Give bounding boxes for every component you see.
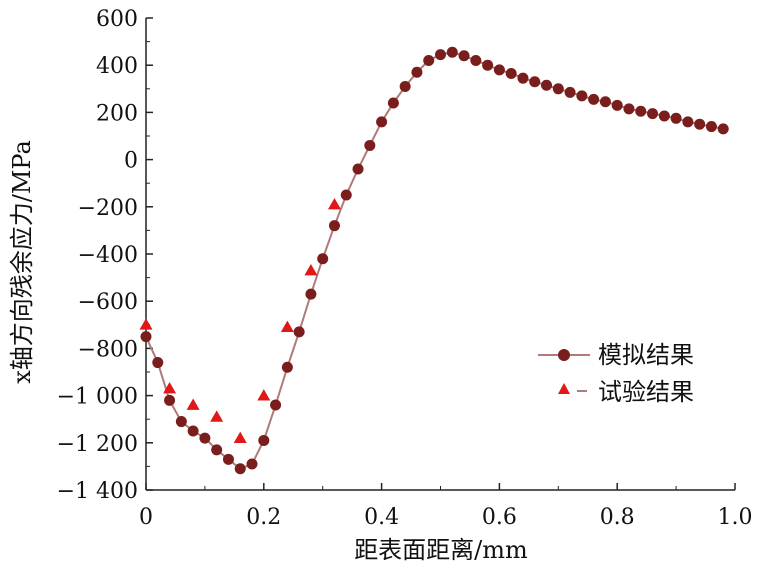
sim-data-point bbox=[458, 50, 470, 62]
sim-data-point bbox=[647, 108, 659, 120]
sim-data-point bbox=[552, 83, 564, 95]
exp-data-point bbox=[327, 197, 341, 210]
sim-data-point bbox=[222, 453, 234, 465]
legend-sim-marker bbox=[558, 349, 570, 361]
legend: 模拟结果 试验结果 bbox=[538, 341, 694, 406]
sim-data-point bbox=[164, 394, 176, 406]
exp-data-point bbox=[280, 320, 294, 333]
sim-data-point bbox=[564, 86, 576, 98]
sim-data-point bbox=[293, 326, 305, 338]
y-tick-label: 0 bbox=[124, 149, 138, 174]
sim-data-point bbox=[470, 54, 482, 66]
sim-data-point bbox=[246, 458, 258, 470]
sim-data-point bbox=[529, 76, 541, 88]
sim-data-point bbox=[187, 425, 199, 437]
x-tick-label: 0.6 bbox=[482, 505, 517, 530]
sim-data-point bbox=[140, 331, 152, 343]
sim-data-point bbox=[658, 110, 670, 122]
sim-data-point bbox=[270, 399, 282, 411]
y-tick-label: −1 000 bbox=[57, 385, 138, 410]
sim-data-point bbox=[399, 80, 411, 92]
sim-data-point bbox=[411, 66, 423, 78]
y-tick-label: 200 bbox=[96, 101, 138, 126]
y-tick-label: −1 400 bbox=[57, 479, 138, 504]
y-tick-label: 400 bbox=[96, 54, 138, 79]
sim-data-point bbox=[611, 99, 623, 111]
sim-data-point bbox=[705, 121, 717, 133]
y-tick-label: −200 bbox=[78, 196, 138, 221]
sim-data-point bbox=[505, 67, 517, 79]
x-tick-label: 0.2 bbox=[246, 505, 281, 530]
y-tick-label: −1 200 bbox=[57, 432, 138, 457]
legend-exp-label: 试验结果 bbox=[598, 378, 694, 406]
sim-data-point bbox=[281, 361, 293, 373]
sim-data-point bbox=[317, 253, 329, 265]
sim-data-point bbox=[446, 46, 458, 58]
sim-data-point bbox=[364, 139, 376, 151]
exp-data-point bbox=[163, 382, 177, 394]
sim-data-point bbox=[670, 112, 682, 124]
exp-data-point bbox=[257, 389, 271, 401]
sim-data-point bbox=[435, 49, 446, 61]
x-axis-title: 距表面距离/mm bbox=[354, 536, 528, 564]
sim-data-point bbox=[588, 93, 600, 105]
x-tick-labels: 0 0.2 0.4 0.6 0.8 1.0 bbox=[139, 505, 753, 530]
sim-data-point bbox=[305, 288, 317, 300]
y-tick-label: −600 bbox=[78, 290, 138, 315]
sim-data-point bbox=[234, 463, 246, 475]
plot-series bbox=[139, 46, 729, 475]
sim-data-point bbox=[493, 64, 505, 76]
legend-exp-marker bbox=[558, 383, 570, 394]
x-tick-label: 0.4 bbox=[364, 505, 399, 530]
sim-data-point bbox=[387, 97, 399, 109]
sim-data-point bbox=[152, 357, 164, 369]
sim-data-point bbox=[682, 116, 694, 128]
sim-data-point bbox=[717, 123, 729, 135]
exp-data-point bbox=[186, 398, 200, 410]
legend-sim-label: 模拟结果 bbox=[598, 341, 694, 369]
sim-data-point bbox=[199, 432, 211, 444]
sim-data-point bbox=[694, 118, 706, 130]
exp-data-point bbox=[210, 410, 224, 422]
exp-data-point bbox=[233, 431, 247, 443]
sim-data-point bbox=[541, 79, 553, 91]
exp-data-point bbox=[139, 318, 153, 330]
axis-ticks-group bbox=[145, 17, 736, 491]
sim-data-point bbox=[599, 96, 611, 108]
x-tick-label: 1.0 bbox=[718, 505, 753, 530]
sim-data-point bbox=[482, 59, 494, 71]
sim-data-point bbox=[376, 116, 388, 128]
y-axis-title: x轴方向残余应力/MPa bbox=[8, 140, 36, 384]
sim-data-point bbox=[258, 434, 270, 446]
x-tick-label: 0.8 bbox=[600, 505, 635, 530]
x-tick-label: 0 bbox=[139, 505, 153, 530]
sim-data-point bbox=[635, 105, 647, 117]
sim-data-point bbox=[352, 163, 364, 175]
sim-data-point bbox=[328, 220, 340, 232]
y-tick-label: −400 bbox=[78, 243, 138, 268]
y-tick-label: 600 bbox=[96, 7, 138, 32]
sim-data-point bbox=[576, 90, 588, 102]
sim-data-point bbox=[623, 103, 635, 115]
sim-data-point bbox=[517, 72, 529, 84]
sim-data-point bbox=[175, 416, 187, 428]
y-tick-label: −800 bbox=[78, 337, 138, 362]
y-tick-labels: 600 400 200 0 −200 −400 −600 −800 −1 000 −1 200 −1… bbox=[57, 7, 138, 504]
sim-data-point bbox=[423, 54, 435, 66]
sim-data-point bbox=[211, 444, 223, 456]
exp-data-point bbox=[304, 264, 318, 276]
sim-data-point bbox=[340, 189, 352, 201]
